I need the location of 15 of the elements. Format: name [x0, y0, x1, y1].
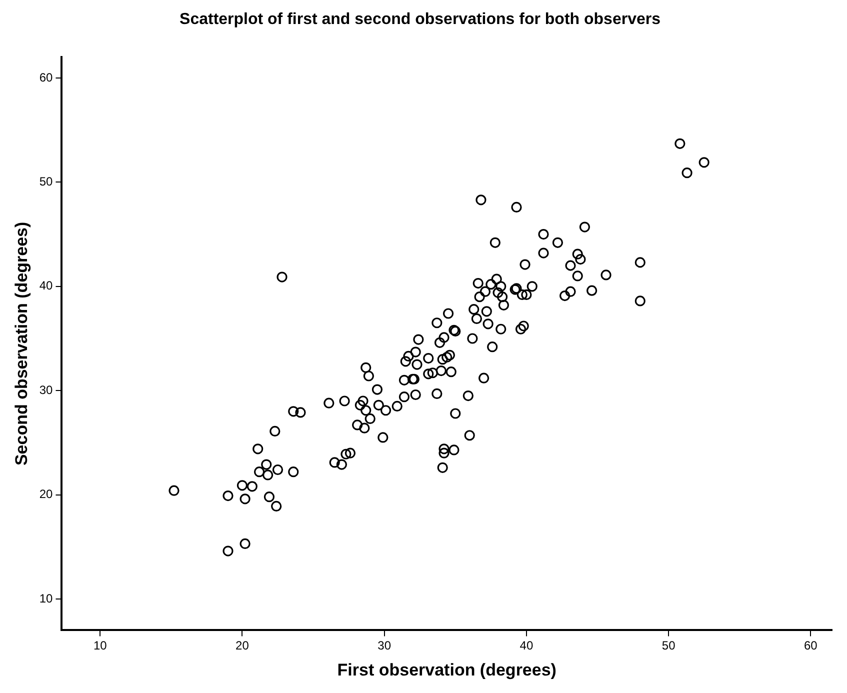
y-tick-label: 50 — [39, 174, 54, 189]
y-tick-label: 40 — [39, 278, 54, 293]
x-axis-title: First observation (degrees) — [337, 660, 556, 680]
x-tick-label: 30 — [378, 638, 392, 653]
y-tick-label: 30 — [39, 382, 54, 397]
y-tick-label: 60 — [39, 70, 54, 84]
y-tick-label: 20 — [39, 487, 54, 502]
x-tick-label: 40 — [520, 638, 534, 653]
chart-title: Scatterplot of first and second observations for both observers — [180, 11, 661, 28]
y-axis-title: Second observation (degrees) — [12, 222, 31, 466]
x-tick-label: 60 — [804, 638, 818, 653]
x-tick-label: 10 — [93, 638, 108, 653]
y-tick-label: 10 — [39, 591, 54, 606]
x-tick-label: 20 — [236, 638, 250, 653]
x-tick-label: 50 — [662, 638, 676, 653]
